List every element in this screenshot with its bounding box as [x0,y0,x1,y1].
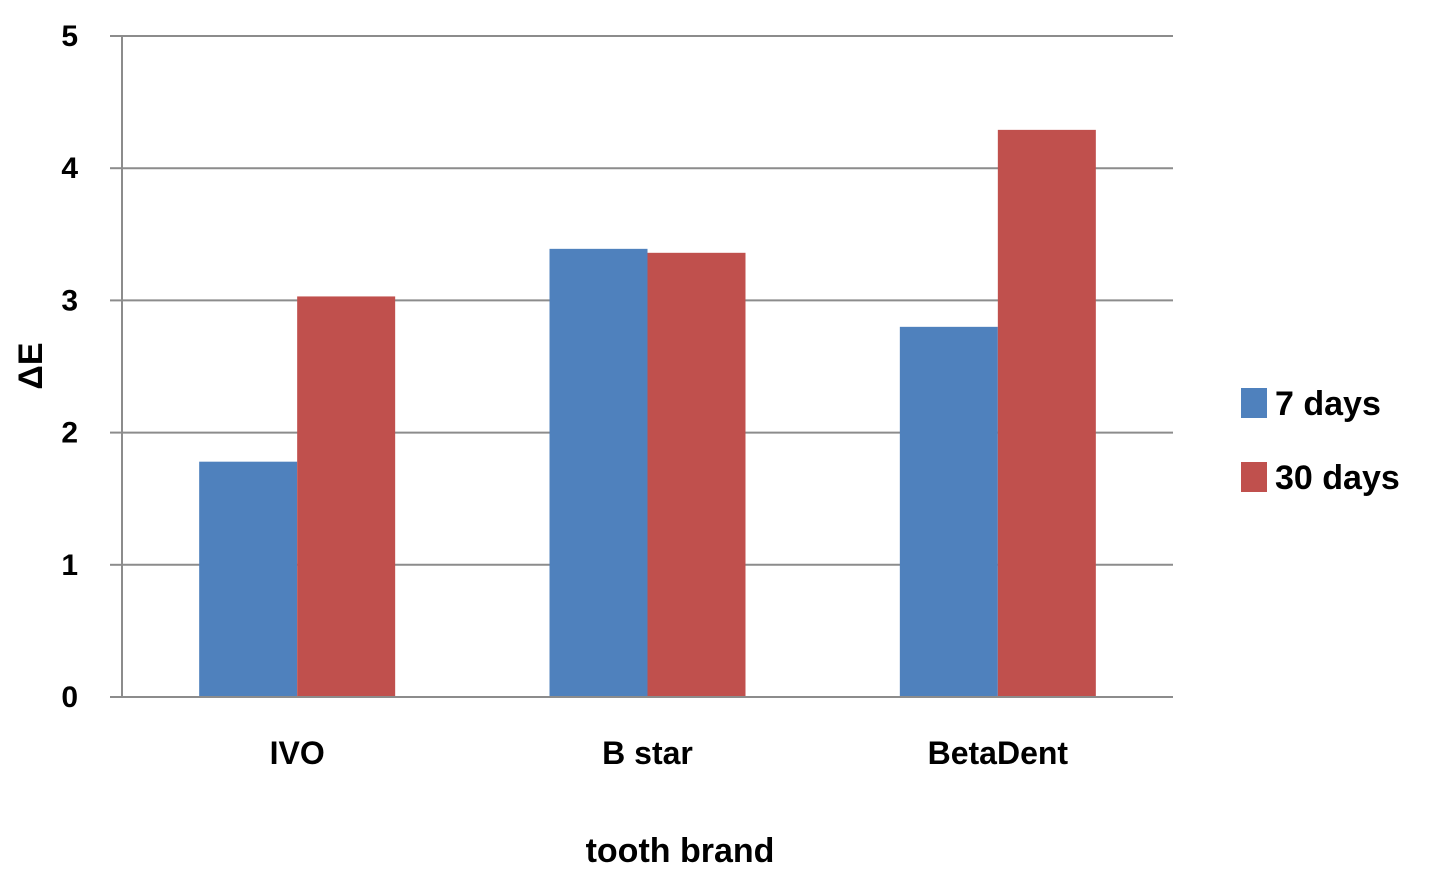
y-tick-labels: 0 1 2 3 4 5 [61,20,78,714]
x-tick-labels: IVO B star BetaDent [270,735,1069,771]
bar-7-days-b-star [549,248,648,698]
y-tick-label: 0 [61,681,78,714]
legend-label: 30 days [1275,459,1400,497]
x-axis-title: tooth brand [586,832,775,870]
bar-30-days-b-star [647,252,746,698]
y-tick-label: 4 [61,152,78,185]
y-tick-label: 2 [61,417,78,450]
x-tick-label: BetaDent [928,735,1069,771]
legend-swatch [1241,388,1267,418]
y-axis-title: ΔE [12,342,50,389]
bar-30-days-ivo [297,296,396,697]
x-tick-label: B star [602,735,693,771]
legend-label: 7 days [1275,385,1381,423]
x-tick-label: IVO [270,735,325,771]
y-tick-label: 5 [61,20,78,53]
bar-7-days-ivo [199,461,298,697]
bar-30-days-betadent [997,129,1096,697]
y-tick-label: 3 [61,284,78,317]
bars [199,129,1096,698]
bar-7-days-betadent [899,326,998,697]
axes [121,36,1173,698]
y-tick-label: 1 [61,549,78,582]
legend: 7 days 30 days [1241,385,1400,497]
legend-swatch [1241,462,1267,492]
